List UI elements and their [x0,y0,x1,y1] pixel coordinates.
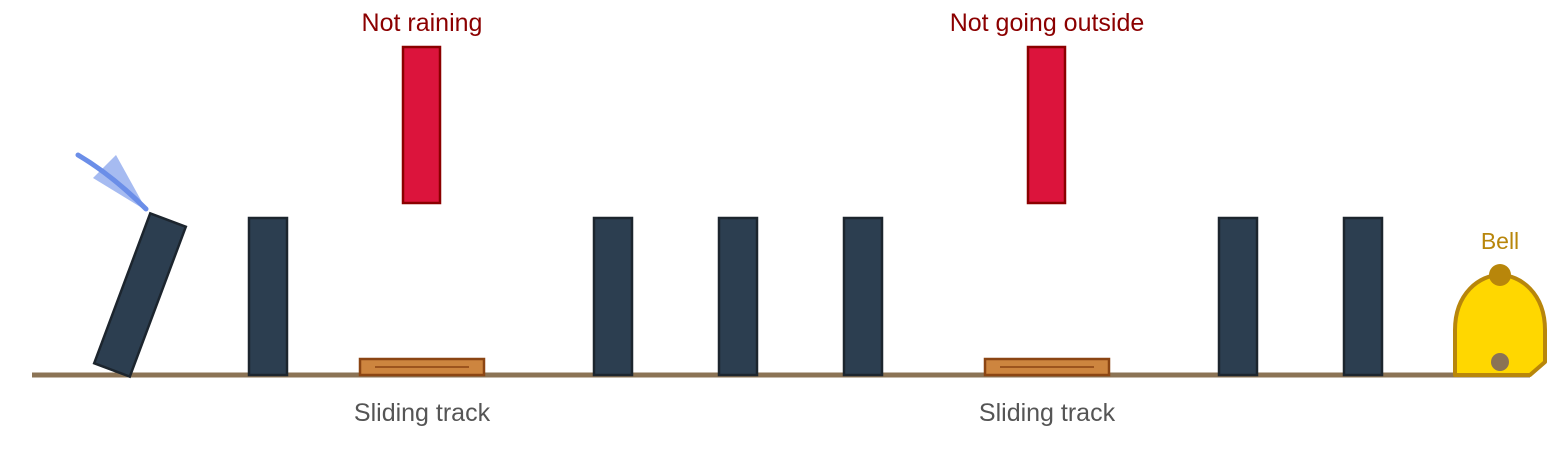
domino-7 [1342,216,1384,377]
domino-5 [842,216,884,377]
domino-tilted [92,211,188,379]
push-arrow-icon [75,152,149,212]
sliding-track-left [358,357,486,377]
gate-block-right [1026,45,1067,205]
label-sliding-track-right: Sliding track [979,399,1116,427]
gate-block-left [401,45,442,205]
domino-3 [592,216,634,377]
domino-2 [247,216,289,377]
bell-icon [1453,264,1547,377]
label-bell: Bell [1481,228,1519,254]
domino-4 [717,216,759,377]
label-not-raining: Not raining [362,9,483,37]
sliding-track-right [983,357,1111,377]
domino-6 [1217,216,1259,377]
label-sliding-track-left: Sliding track [354,399,491,427]
label-not-going-outside: Not going outside [950,9,1145,37]
